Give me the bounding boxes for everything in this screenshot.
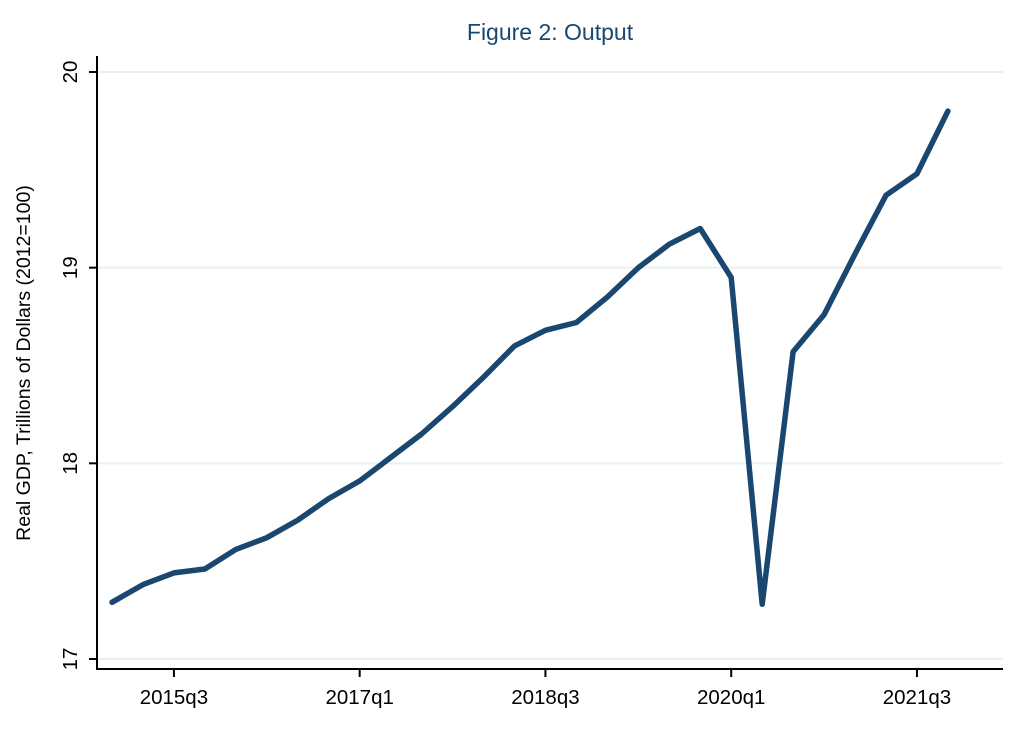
x-tick-label-2020q1: 2020q1 (697, 686, 765, 709)
y-axis-title: Real GDP, Trillions of Dollars (2012=100… (13, 185, 35, 541)
real-gdp-series-line (109, 108, 951, 607)
y-tick-label-18: 18 (59, 452, 82, 475)
y-tick-label-19: 19 (59, 256, 82, 279)
x-tick-label-2018q3: 2018q3 (511, 686, 579, 709)
y-axis-ticks: 17 18 19 20 (59, 61, 97, 671)
y-tick-label-17: 17 (59, 648, 82, 671)
x-tick-label-2015q3: 2015q3 (140, 686, 208, 709)
chart-title: Figure 2: Output (467, 19, 634, 45)
y-tick-label-20: 20 (59, 61, 82, 84)
gridlines (97, 71, 1003, 660)
x-tick-label-2021q3: 2021q3 (883, 686, 951, 709)
x-axis-ticks: 2015q3 2017q1 2018q3 2020q1 2021q3 (140, 669, 951, 709)
x-tick-label-2017q1: 2017q1 (325, 686, 393, 709)
